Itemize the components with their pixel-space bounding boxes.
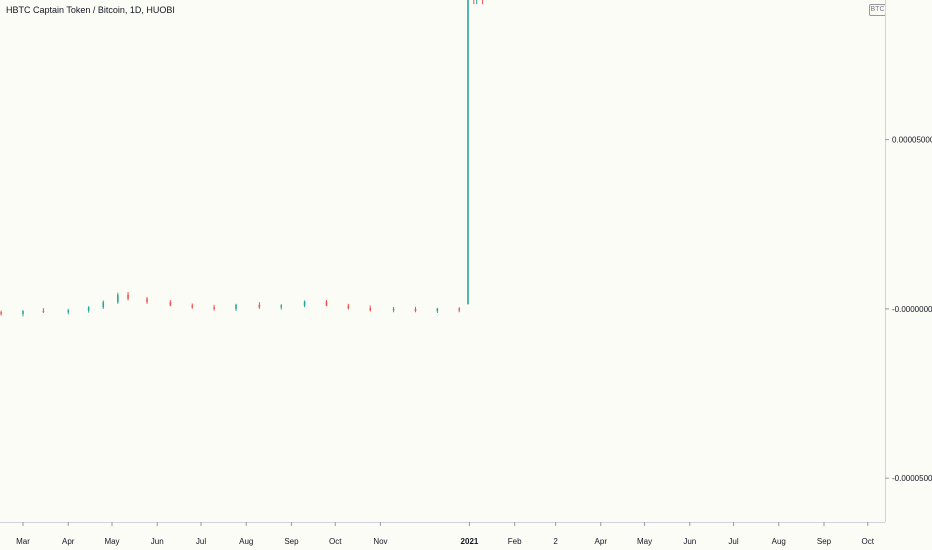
candle <box>347 303 350 310</box>
time-tick-label: Oct <box>862 537 875 546</box>
candle-body <box>258 304 261 308</box>
candle-body <box>213 307 215 309</box>
price-tick-label: 0.00005000 <box>892 136 932 145</box>
candle <box>303 300 306 308</box>
time-tick-label: Jul <box>196 537 206 546</box>
time-tick-label: Jun <box>151 537 164 546</box>
candle-body <box>67 310 70 313</box>
candle-body <box>414 308 417 311</box>
price-tick-label: -0.00000000 <box>892 305 932 314</box>
time-tick-label: Mar <box>16 537 30 546</box>
time-tick-label: Sep <box>817 537 832 546</box>
time-tick-label: Aug <box>239 537 253 546</box>
candle-body <box>303 301 306 306</box>
candle-body <box>325 301 328 306</box>
time-tick-label: 2021 <box>461 537 479 546</box>
candle <box>369 305 372 312</box>
candle <box>146 297 148 304</box>
candle <box>117 292 119 304</box>
candles <box>0 0 484 317</box>
candle <box>325 300 328 307</box>
candle-body <box>146 298 148 303</box>
candle-body <box>102 302 105 308</box>
candle <box>467 0 469 305</box>
candle-body <box>22 310 24 314</box>
candle-body <box>280 305 283 308</box>
time-tick-label: Oct <box>329 537 342 546</box>
candle-body <box>127 294 129 299</box>
candle <box>258 302 261 309</box>
time-tick-label: Aug <box>772 537 786 546</box>
candle-body <box>191 305 194 308</box>
chart-title: HBTC Captain Token / Bitcoin, 1D, HUOBI <box>6 5 175 15</box>
candle-body <box>436 308 439 311</box>
candle <box>280 304 283 310</box>
time-tick-label: Apr <box>62 537 75 546</box>
candle-body <box>369 308 372 311</box>
candle <box>482 0 484 5</box>
candle <box>127 291 129 301</box>
candle <box>87 306 90 313</box>
candle <box>67 308 70 315</box>
candle <box>235 303 237 311</box>
candle <box>392 306 395 313</box>
time-tick-label: Jun <box>683 537 696 546</box>
candle-body <box>169 302 172 306</box>
candle <box>191 303 194 309</box>
candle-body <box>392 308 395 311</box>
time-tick-label: Sep <box>284 537 299 546</box>
candle <box>42 308 45 313</box>
candle <box>436 307 439 313</box>
candle-body <box>87 307 90 311</box>
candle <box>414 306 417 313</box>
candle <box>473 0 475 5</box>
time-axis: Mar Apr May Jun Jul Aug Sep Oct Nov 2021 Feb 2 Apr Ma… <box>0 522 885 546</box>
candle-body <box>467 0 469 305</box>
time-tick-label: Feb <box>508 537 522 546</box>
time-tick-label: May <box>637 537 652 546</box>
time-tick-label: Nov <box>373 537 387 546</box>
price-axis: 0.000850000.000800000.000750000.00070000… <box>885 0 932 522</box>
candle-body <box>42 310 45 313</box>
candle-body <box>235 304 237 309</box>
candle-body <box>117 294 119 303</box>
time-tick-label: Jul <box>728 537 738 546</box>
candle <box>476 0 478 5</box>
candle <box>458 307 461 313</box>
candle <box>169 300 172 307</box>
candle-body <box>0 312 2 314</box>
candle <box>0 310 2 316</box>
time-tick-label: Apr <box>595 537 608 546</box>
candle-body <box>458 308 461 311</box>
candle-body <box>347 305 350 309</box>
time-tick-label: May <box>104 537 119 546</box>
time-tick-label: 2 <box>553 537 558 546</box>
candle <box>213 304 215 311</box>
candle <box>22 310 24 317</box>
candle <box>102 300 105 309</box>
price-tick-label: -0.00005000 <box>892 474 932 483</box>
